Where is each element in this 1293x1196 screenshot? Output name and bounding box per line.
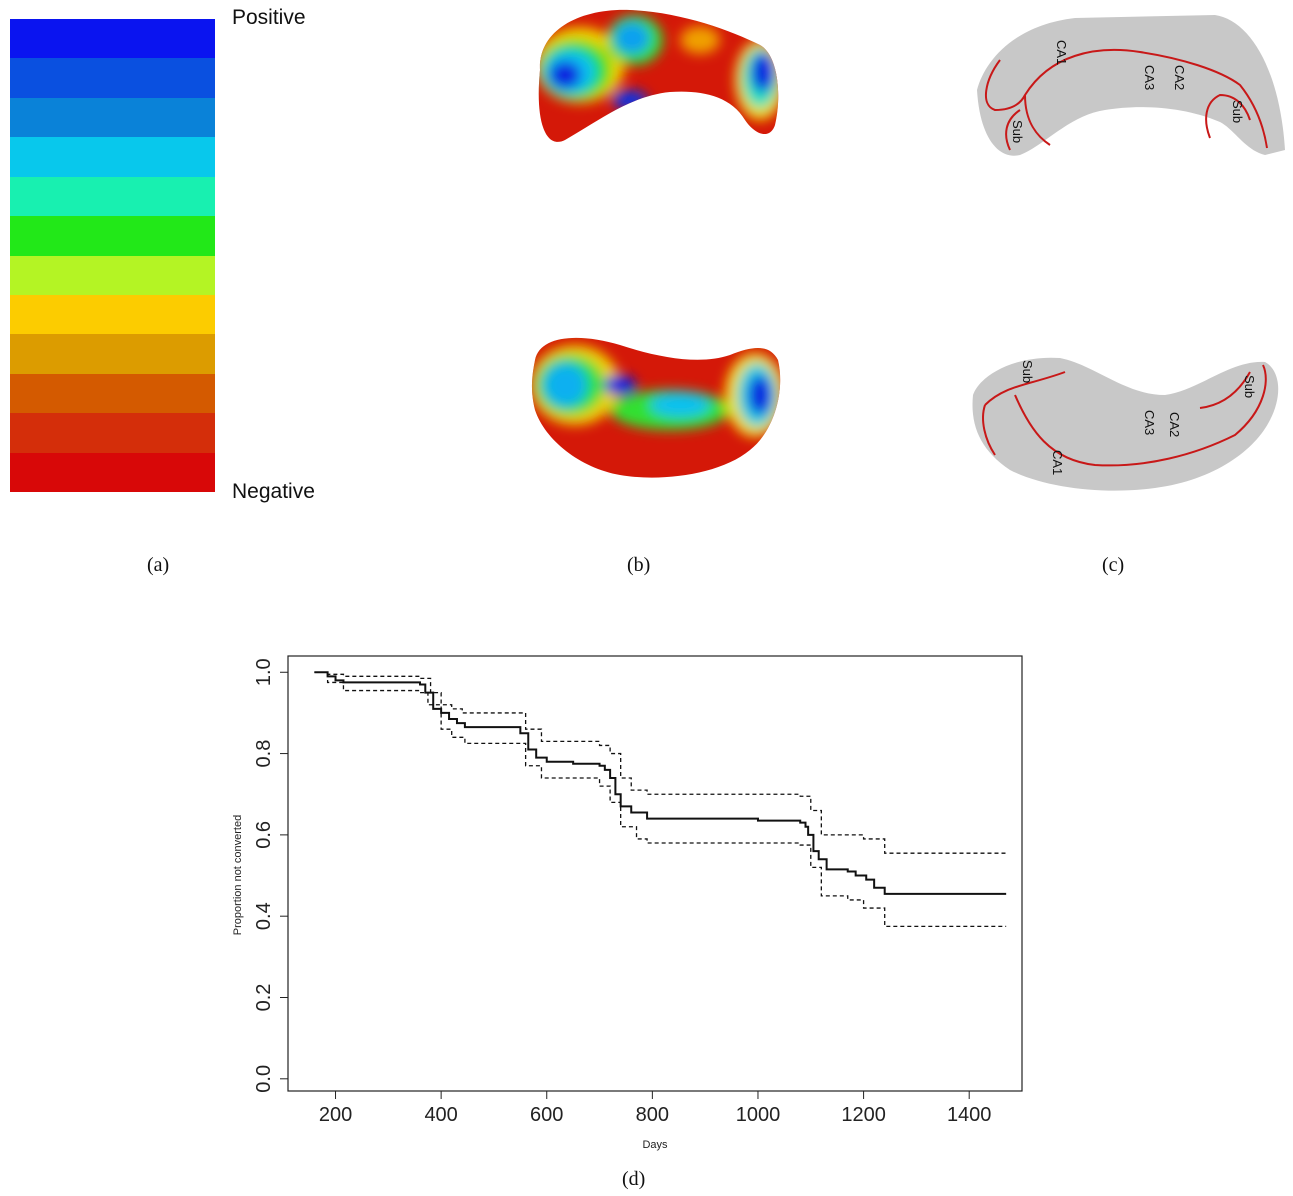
colorbar-band bbox=[10, 137, 215, 177]
colorbar-positive-label: Positive bbox=[232, 6, 306, 29]
colorbar-band bbox=[10, 216, 215, 256]
colorbar-band bbox=[10, 334, 215, 374]
colorbar-band bbox=[10, 58, 215, 98]
y-tick-label: 0.2 bbox=[253, 984, 275, 1012]
y-tick-label: 0.8 bbox=[253, 740, 275, 768]
surface-superior bbox=[538, 9, 779, 142]
label-sub-top-left: Sub bbox=[1010, 120, 1025, 143]
caption-c: (c) bbox=[1102, 554, 1125, 576]
x-tick-label: 600 bbox=[530, 1104, 563, 1126]
caption-d: (d) bbox=[622, 1168, 646, 1190]
x-tick-label: 800 bbox=[636, 1104, 669, 1126]
survival-chart: 200 400 600 800 1000 1200 1400 0.0 0.2 0.4 0.6 0.8… bbox=[232, 655, 1023, 1151]
label-sub-top-right: Sub bbox=[1230, 100, 1245, 123]
label-ca2-bottom: CA2 bbox=[1167, 412, 1182, 437]
colorbar-band bbox=[10, 19, 215, 59]
x-tick-label: 200 bbox=[319, 1104, 352, 1126]
colorbar-band bbox=[10, 176, 215, 217]
colorbar-band bbox=[10, 255, 215, 295]
colorbar-band bbox=[10, 452, 215, 493]
label-sub-bottom-right: Sub bbox=[1242, 375, 1257, 398]
y-tick-label: 1.0 bbox=[253, 658, 275, 686]
plot-frame bbox=[287, 655, 1023, 1092]
confidence-bound bbox=[314, 671, 1007, 927]
label-sub-bottom-left: Sub bbox=[1020, 360, 1035, 383]
colorbar bbox=[10, 19, 215, 493]
subfield-map-inferior: Sub Sub CA2 CA3 CA1 bbox=[972, 357, 1279, 491]
label-ca2-top: CA2 bbox=[1172, 65, 1187, 90]
y-axis-label: Proportion not converted bbox=[232, 815, 244, 935]
colorbar-band bbox=[10, 373, 215, 414]
y-tick-label: 0.4 bbox=[253, 902, 275, 930]
label-ca3-top: CA3 bbox=[1142, 65, 1157, 90]
x-tick-label: 400 bbox=[424, 1104, 457, 1126]
surface-inferior bbox=[531, 337, 781, 478]
colorbar-band bbox=[10, 413, 215, 453]
x-tick-label: 1200 bbox=[841, 1104, 886, 1126]
x-tick-label: 1000 bbox=[736, 1104, 781, 1126]
x-tick-label: 1400 bbox=[947, 1104, 992, 1126]
colorbar-negative-label: Negative bbox=[232, 480, 315, 503]
label-ca1-bottom: CA1 bbox=[1050, 450, 1065, 475]
survival-curve bbox=[314, 671, 1007, 895]
confidence-bound bbox=[314, 671, 1007, 856]
x-axis-label: Days bbox=[642, 1139, 668, 1151]
colorbar-band bbox=[10, 97, 215, 138]
colorbar-band bbox=[10, 294, 215, 335]
label-ca3-bottom: CA3 bbox=[1142, 410, 1157, 435]
caption-b: (b) bbox=[627, 554, 651, 576]
caption-a: (a) bbox=[147, 554, 170, 576]
subfield-map-superior: CA1 CA3 CA2 Sub Sub bbox=[977, 15, 1285, 156]
subfield-maps: CA1 CA3 CA2 Sub Sub Sub Sub CA2 CA3 CA1 bbox=[972, 15, 1285, 491]
label-ca1-top: CA1 bbox=[1054, 40, 1069, 65]
y-tick-label: 0.6 bbox=[253, 821, 275, 849]
hippocampus-surface-maps bbox=[531, 9, 781, 478]
y-tick-label: 0.0 bbox=[253, 1065, 275, 1093]
